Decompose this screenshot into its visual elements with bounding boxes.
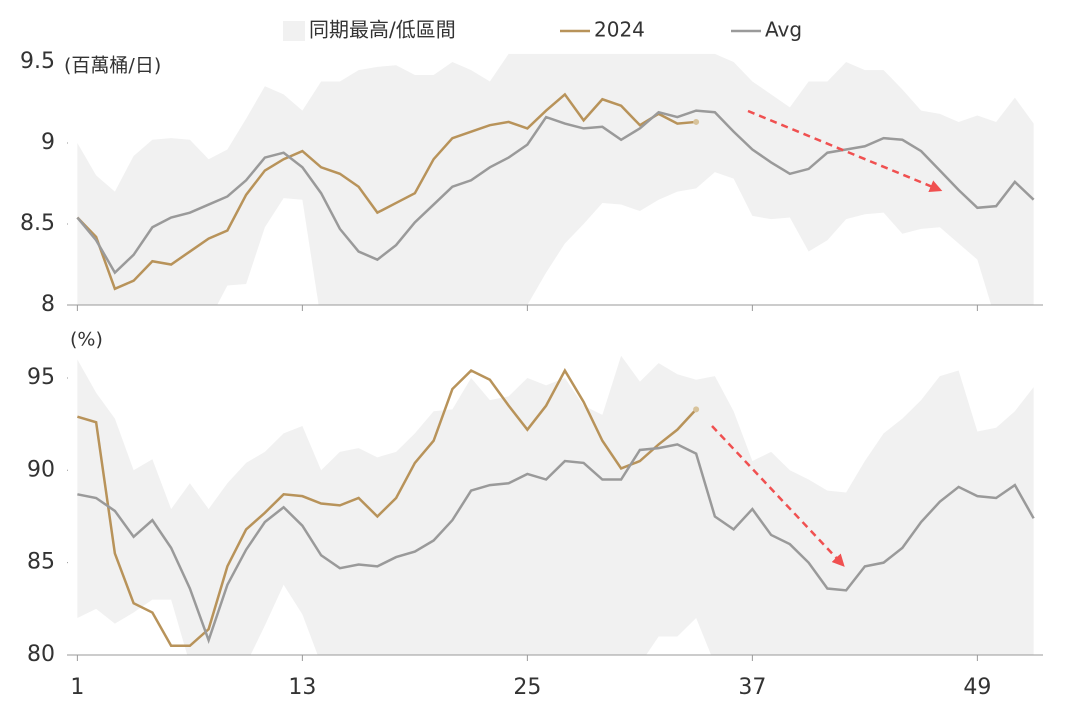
plot-area <box>77 53 1034 305</box>
plot-layer: 8 8.5 9 9.5 (百萬桶/日) 1 13 25 37 49 80 85 90 95 (%) 同期最高/… <box>20 18 1043 700</box>
y-tick-label: 90 <box>27 457 55 482</box>
x-tick-label: 49 <box>963 675 991 700</box>
unit-label: (%) <box>70 329 103 351</box>
trend-arrow <box>747 109 943 192</box>
series-line <box>77 368 698 648</box>
trend-arrow <box>711 425 845 567</box>
range-band <box>77 53 1034 305</box>
y-tick-label: 80 <box>27 642 55 667</box>
plot-area <box>77 355 1034 655</box>
series-line <box>77 443 1035 645</box>
range-band <box>77 355 1034 655</box>
x-tick-label: 37 <box>738 675 766 700</box>
unit-label: (百萬桶/日) <box>64 55 161 77</box>
y-tick-label: 8.5 <box>20 211 55 236</box>
y-tick-label: 8 <box>41 292 55 317</box>
x-tick-label: 25 <box>513 675 541 700</box>
y-tick-label: 95 <box>27 365 55 390</box>
legend-label: 2024 <box>594 18 645 42</box>
x-tick-label: 13 <box>288 675 316 700</box>
y-tick-label: 9 <box>41 130 55 155</box>
y-tick-label: 85 <box>27 550 55 575</box>
end-dot <box>693 118 700 125</box>
legend-label: Avg <box>765 18 802 42</box>
x-tick-label: 1 <box>70 675 84 700</box>
legend-label: 同期最高/低區間 <box>309 18 456 42</box>
series-line <box>76 109 1035 275</box>
legend-swatch <box>283 21 305 41</box>
end-dot <box>693 406 700 413</box>
series-line <box>76 92 697 291</box>
y-tick-label: 9.5 <box>20 49 55 74</box>
